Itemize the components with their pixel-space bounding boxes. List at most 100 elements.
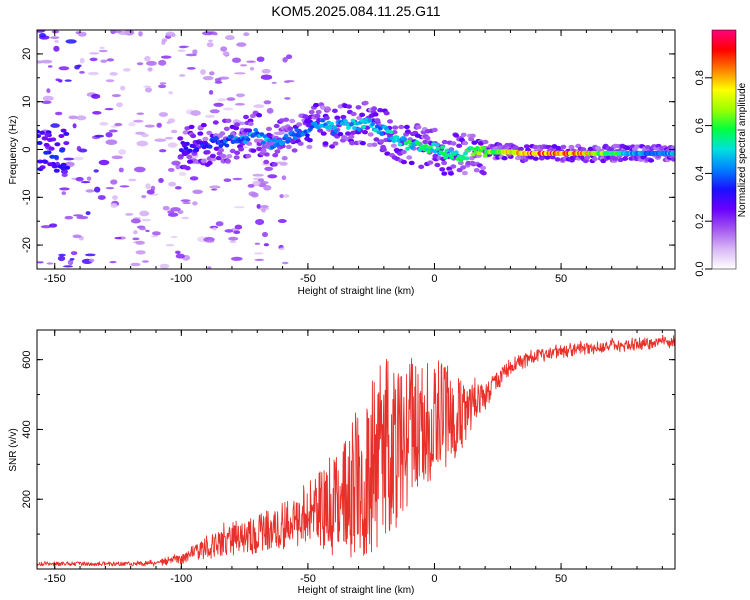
spectrogram-cell: [188, 124, 195, 130]
spectrogram-cell: [202, 136, 209, 142]
spectrogram-cell: [242, 140, 248, 145]
spectrogram-cell: [40, 225, 52, 229]
spectrogram-cell: [263, 159, 270, 165]
spectrogram-cell: [154, 138, 167, 142]
spectrogram-cell: [212, 227, 217, 231]
spectrogram-cell: [225, 158, 231, 164]
spectrogram-cell: [89, 52, 100, 55]
spectrogram-cell: [480, 165, 487, 171]
spectrogram-cell: [212, 120, 219, 125]
y-tick-label: -20: [21, 237, 33, 253]
spectrogram-cell: [349, 122, 354, 127]
spectrogram-cell: [175, 164, 181, 170]
spectrogram-cell: [481, 145, 486, 150]
colorbar-tick-label: 0.2: [694, 214, 706, 229]
spectrogram-cell: [225, 35, 235, 41]
spectrogram-cell: [266, 126, 272, 132]
spectrogram-cell: [65, 39, 77, 44]
spectrogram-cell: [134, 166, 146, 173]
spectrogram-cell: [85, 189, 95, 193]
spectrogram-cell: [243, 114, 249, 120]
spectrogram-cell: [204, 114, 215, 118]
spectrogram-cell: [480, 171, 487, 176]
spectrogram-cell: [167, 212, 179, 217]
spectrogram-cell: [482, 139, 489, 145]
spectrogram-cell: [345, 131, 351, 136]
spectrogram-cell: [109, 261, 117, 264]
spectrogram-cell: [222, 107, 234, 111]
spectrogram-cell: [350, 118, 356, 123]
spectrogram-cell: [258, 181, 269, 185]
spectrogram-cell: [267, 174, 278, 179]
spectrogram-cell: [591, 156, 598, 162]
spectrogram-cell: [39, 165, 46, 170]
spectrogram-cell: [404, 129, 411, 134]
spectrogram-cell: [168, 181, 177, 187]
spectrogram-cell: [317, 128, 324, 133]
spectrogram-cell: [208, 90, 214, 95]
spectrogram-cell: [54, 39, 59, 44]
spectrogram-cell: [236, 93, 245, 98]
spectrogram-cell: [49, 223, 58, 228]
spectrogram-cell: [92, 111, 102, 115]
spectrogram-cell: [250, 148, 257, 153]
colorbar-tick-label: 0.6: [694, 118, 706, 133]
spectrogram-cell: [94, 134, 105, 138]
spectrogram-cell: [253, 128, 259, 132]
figure-title: KOM5.2025.084.11.25.G11: [271, 3, 440, 19]
spectrogram-cell: [391, 138, 397, 143]
spectrogram-cell: [53, 168, 60, 173]
spectrogram-cell: [174, 186, 182, 190]
spectrogram-cell: [182, 130, 189, 135]
spectrogram-cell: [105, 139, 118, 145]
spectrogram-cell: [234, 224, 243, 230]
spectrogram-cell: [415, 141, 421, 146]
spectrogram-cell: [104, 108, 114, 111]
spectrogram-cell: [476, 151, 482, 156]
spectrogram-cell: [226, 154, 233, 159]
spectrogram-cell: [130, 218, 141, 224]
spectrogram-cell: [315, 109, 322, 115]
spectrogram-cell: [423, 144, 429, 149]
spectrogram-cell: [352, 126, 357, 131]
spectrogram-cell: [670, 157, 675, 162]
spectrogram-cell: [247, 184, 255, 188]
spectrogram-cell: [159, 82, 167, 85]
spectrogram-cell: [279, 247, 285, 251]
spectrogram-cell: [286, 136, 292, 141]
spectrogram-cell: [179, 74, 186, 77]
spectrogram-cell: [51, 164, 58, 169]
spectrogram-cell: [325, 107, 332, 112]
y-tick-label: 20: [21, 48, 33, 60]
spectrogram-cell: [331, 108, 338, 114]
spectrogram-cell: [39, 33, 46, 38]
spectrogram-cell: [612, 156, 618, 161]
spectrogram-cell: [408, 160, 415, 166]
spectrogram-cell: [263, 152, 270, 157]
spectrogram-cell: [517, 146, 524, 152]
spectrogram-cell: [100, 59, 108, 63]
spectrogram-cell: [141, 218, 151, 222]
spectrogram-cell: [361, 124, 366, 129]
x-tick-label: -50: [300, 273, 316, 285]
spectrogram-cell: [218, 148, 225, 153]
spectrogram-cell: [254, 258, 265, 261]
spectrogram-cell: [39, 130, 46, 135]
spectrogram-cell: [473, 168, 480, 173]
spectrogram-cell: [283, 133, 289, 138]
x-tick-label: -50: [300, 573, 316, 585]
spectrogram-cell: [245, 137, 251, 142]
spectrogram-cell: [64, 161, 75, 167]
spectrogram-cell: [458, 158, 464, 163]
spectrogram-cell: [110, 203, 118, 209]
spectrogram-cell: [277, 219, 287, 223]
spectrogram-cell: [106, 58, 115, 62]
spectrogram-cell: [73, 214, 84, 217]
spectrogram-cell: [135, 240, 146, 245]
spectrogram-cell: [431, 127, 438, 133]
spectrogram-cell: [55, 78, 61, 81]
x-tick-label: -100: [170, 273, 192, 285]
spectrogram-cell: [116, 102, 123, 108]
spectrogram-cell: [206, 160, 213, 166]
spectrogram-cell: [294, 128, 300, 132]
